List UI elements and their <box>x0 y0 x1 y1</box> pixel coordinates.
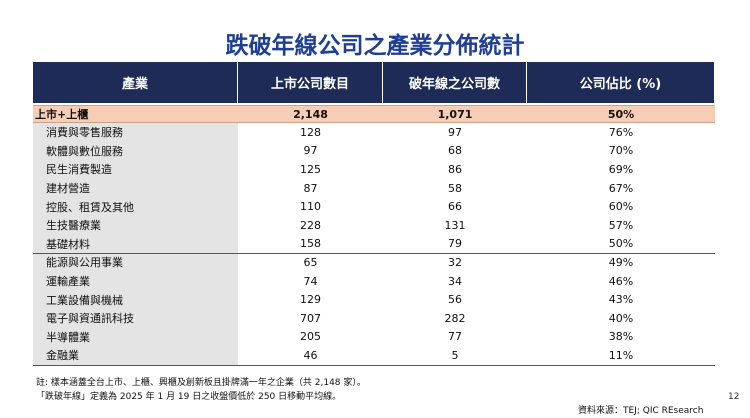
cell-value: 77 <box>448 330 462 344</box>
row-label: 軟體與數位服務 <box>46 144 123 158</box>
label-bg <box>33 123 238 142</box>
label-bg <box>33 271 238 291</box>
row-label: 消費與零售服務 <box>46 126 123 140</box>
cell-value: 76% <box>608 125 634 139</box>
cell-value: 32 <box>448 255 462 269</box>
cell-value: 97 <box>448 125 462 139</box>
cell-value: 49% <box>608 255 634 269</box>
cell-value: 205 <box>300 330 321 344</box>
cell-value: 66 <box>448 200 462 214</box>
cell-value: 158 <box>300 237 321 251</box>
cell-value: 58 <box>448 181 462 195</box>
source: 資料來源：TEJ; QIC REsearch <box>578 406 704 416</box>
cell-value: 46% <box>608 274 634 288</box>
row-label: 建材營造 <box>46 182 90 196</box>
label-bg <box>33 234 238 254</box>
cell-value: 79 <box>448 237 462 251</box>
label-bg <box>33 141 238 161</box>
cell-value: 56 <box>448 293 462 307</box>
row-label: 控股、租賃及其他 <box>46 200 134 214</box>
row-label: 上市+上櫃 <box>35 108 89 121</box>
cell-value: 128 <box>300 125 321 139</box>
row-label: 基礎材料 <box>46 237 90 251</box>
group-divider <box>33 253 715 255</box>
cell-value: 69% <box>608 162 634 176</box>
cell-value: 74 <box>303 274 318 288</box>
cell-value: 110 <box>300 200 321 214</box>
cell-value: 57% <box>608 218 634 232</box>
cell-value: 50% <box>607 107 635 121</box>
label-bg <box>33 160 238 179</box>
cell-value: 60% <box>608 200 634 214</box>
cell-value: 34 <box>448 274 462 288</box>
note: 註: 樣本涵蓋全台上市、上櫃、興櫃及創新板且掛牌滿一年之企業（共 2,148 家… <box>36 378 366 388</box>
note: 「跌破年線」定義為 2025 年 1 月 19 日之收盤價低於 250 日移動平… <box>36 392 342 402</box>
cell-value: 65 <box>303 255 318 269</box>
cell-value: 97 <box>303 144 318 158</box>
header-cell: 破年線之公司數 <box>383 62 527 103</box>
row-label: 民生消費製造 <box>46 163 112 177</box>
header-cell: 上市公司數目 <box>238 62 383 103</box>
label-bg <box>33 197 238 216</box>
cell-value: 228 <box>300 218 321 232</box>
label-bg <box>33 178 238 198</box>
row-label: 運輸產業 <box>46 275 90 289</box>
cell-value: 70% <box>608 144 634 158</box>
cell-value: 46 <box>303 348 318 362</box>
cell-value: 38% <box>608 330 634 344</box>
cell-value: 5 <box>451 348 459 362</box>
cell-value: 68 <box>448 144 462 158</box>
cell-value: 11% <box>608 348 634 362</box>
total-row-bg <box>33 105 715 123</box>
header-cell: 產業 <box>33 62 238 103</box>
header-cell: 公司佔比 (%) <box>527 62 715 103</box>
row-label: 生技醫療業 <box>46 219 101 233</box>
cell-value: 129 <box>300 293 321 307</box>
cell-value: 131 <box>444 218 466 232</box>
cell-value: 43% <box>608 293 634 307</box>
row-label: 工業設備與機械 <box>46 293 123 307</box>
cell-value: 2,148 <box>293 107 328 121</box>
row-label: 半導體業 <box>46 330 90 344</box>
row-label: 能源與公用事業 <box>46 256 123 270</box>
page-number: 12 <box>728 392 740 402</box>
cell-value: 125 <box>300 162 321 176</box>
cell-value: 40% <box>608 311 634 325</box>
cell-value: 87 <box>303 181 318 195</box>
label-bg <box>33 253 238 272</box>
label-bg <box>33 346 238 365</box>
title: 跌破年線公司之產業分佈統計 <box>225 33 525 59</box>
cell-value: 707 <box>300 311 321 325</box>
table-bottom <box>33 364 715 366</box>
label-bg <box>33 309 238 328</box>
label-bg <box>33 290 238 309</box>
label-bg <box>33 216 238 235</box>
table: 產業 上市公司數目 破年線之公司數 公司佔比 (%) 上市+上櫃 2,148 1,071 50… <box>33 62 715 367</box>
label-bg <box>33 327 238 347</box>
cell-value: 86 <box>448 162 462 176</box>
cell-value: 1,071 <box>437 107 473 121</box>
cell-value: 67% <box>608 181 634 195</box>
cell-value: 50% <box>608 237 634 251</box>
cell-value: 282 <box>444 311 466 325</box>
row-label: 電子與資通訊科技 <box>46 312 134 326</box>
row-label: 金融業 <box>46 349 79 363</box>
